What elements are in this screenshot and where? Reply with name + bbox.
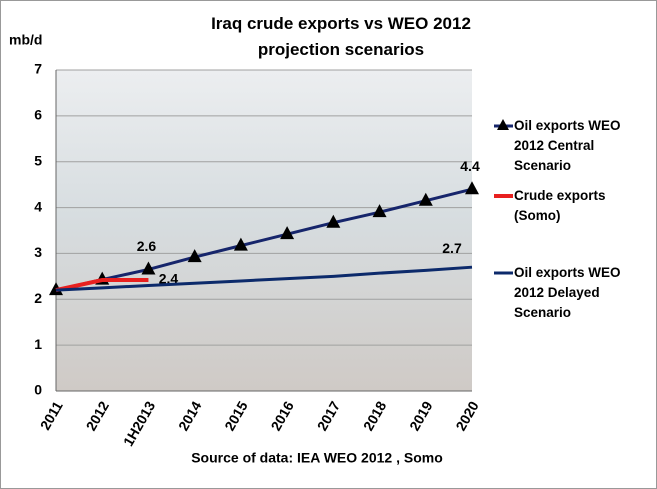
y-tick-label: 4 bbox=[34, 198, 42, 214]
point-marker bbox=[326, 214, 341, 228]
plot-background bbox=[56, 70, 472, 391]
y-tick-label: 6 bbox=[34, 107, 42, 123]
x-tick-label: 1H2013 bbox=[120, 398, 158, 449]
data-label: 2.6 bbox=[137, 238, 157, 254]
x-tick-label: 2014 bbox=[175, 398, 205, 433]
legend-entry: Crude exports (Somo) bbox=[514, 188, 606, 223]
y-tick-label: 0 bbox=[34, 382, 42, 398]
x-tick-label: 2019 bbox=[406, 398, 436, 433]
y-tick-label: 7 bbox=[34, 61, 42, 77]
point-marker bbox=[418, 192, 433, 206]
source-note: Source of data: IEA WEO 2012 , Somo bbox=[191, 450, 443, 466]
data-label: 2.4 bbox=[159, 271, 179, 287]
series-line bbox=[55, 265, 473, 292]
point-marker bbox=[187, 249, 202, 263]
series-line bbox=[55, 278, 149, 293]
point-marker bbox=[372, 204, 387, 218]
point-marker bbox=[280, 226, 295, 240]
point-marker bbox=[465, 181, 479, 195]
series-line bbox=[55, 187, 473, 292]
legend-entry: Oil exports WEO 2012 Central Scenario bbox=[514, 118, 621, 173]
x-tick-label: 2017 bbox=[314, 398, 344, 433]
y-tick-label: 1 bbox=[34, 336, 42, 352]
legend-entry: Oil exports WEO 2012 Delayed Scenario bbox=[514, 265, 621, 320]
y-tick-label: 5 bbox=[34, 152, 42, 168]
chart-title: Iraq crude exports vs WEO 2012 projectio… bbox=[211, 14, 471, 59]
x-tick-label: 2015 bbox=[221, 398, 251, 433]
data-label: 2.7 bbox=[442, 240, 462, 256]
point-marker bbox=[141, 261, 156, 275]
y-tick-label: 2 bbox=[34, 290, 42, 306]
y-tick-label: 3 bbox=[34, 244, 42, 260]
data-label: 4.4 bbox=[460, 158, 480, 174]
point-marker bbox=[233, 237, 248, 251]
x-tick-label: 2020 bbox=[452, 398, 482, 433]
x-tick-label: 2012 bbox=[83, 398, 113, 433]
y-axis-label: mb/d bbox=[9, 32, 42, 48]
legend-marker bbox=[497, 119, 509, 130]
x-tick-label: 2011 bbox=[37, 398, 66, 432]
x-tick-label: 2016 bbox=[267, 398, 297, 433]
x-tick-label: 2018 bbox=[360, 398, 390, 433]
